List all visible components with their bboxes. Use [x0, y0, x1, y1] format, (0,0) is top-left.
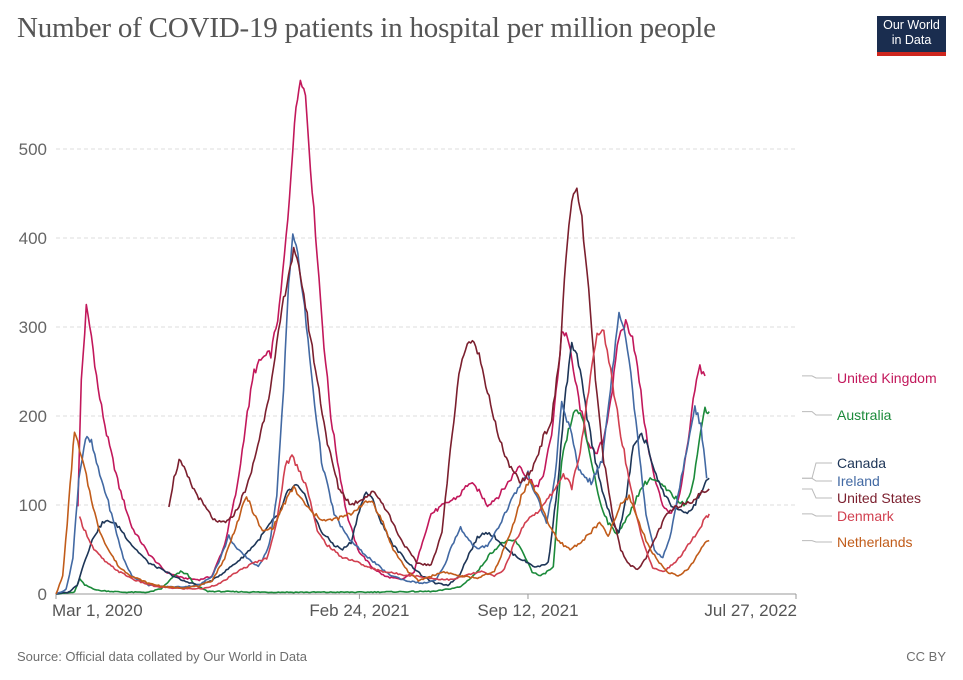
y-tick-label: 100 — [19, 496, 47, 515]
y-tick-label: 400 — [19, 229, 47, 248]
legend-label-australia[interactable]: Australia — [837, 407, 892, 423]
chart-title: Number of COVID-19 patients in hospital … — [17, 12, 716, 44]
legend-label-canada[interactable]: Canada — [837, 455, 886, 471]
logo-text-line2: in Data — [891, 33, 932, 47]
gridlines — [56, 148, 796, 506]
series-line-united-states[interactable] — [168, 187, 710, 571]
logo-text-line1: Our World — [883, 18, 940, 32]
legend-connector — [802, 488, 832, 499]
legend-connector — [802, 540, 832, 543]
x-axis: Mar 1, 2020 Feb 24, 2021 Sep 12, 2021 Jul 2… — [52, 593, 797, 620]
series-line-denmark[interactable] — [78, 329, 710, 590]
y-tick-label: 0 — [38, 585, 47, 604]
source-note: Source: Official data collated by Our Wo… — [17, 649, 307, 664]
series-line-united-kingdom[interactable] — [77, 79, 706, 582]
logo-red-bar — [877, 52, 946, 56]
legend-label-united-states[interactable]: United States — [837, 490, 921, 506]
y-tick-label: 300 — [19, 318, 47, 337]
y-tick-label: 500 — [19, 140, 47, 159]
x-tick-label: Sep 12, 2021 — [477, 601, 578, 620]
legend-label-ireland[interactable]: Ireland — [837, 473, 880, 489]
legend-label-netherlands[interactable]: Netherlands — [837, 534, 913, 550]
owid-logo[interactable]: Our World in Data — [877, 16, 946, 56]
license-link[interactable]: CC BY — [906, 649, 946, 664]
legend-connector — [802, 411, 832, 416]
legend-connector — [802, 513, 832, 517]
x-tick-label: Feb 24, 2021 — [309, 601, 409, 620]
series-line-australia[interactable] — [56, 406, 710, 595]
x-tick-label: Jul 27, 2022 — [704, 601, 797, 620]
legend-connector — [802, 375, 832, 379]
legend-connector — [802, 477, 832, 482]
legend-connector — [802, 462, 832, 479]
legend: United Kingdom Australia Canada IrelandUnit… — [802, 370, 937, 550]
legend-label-denmark[interactable]: Denmark — [837, 508, 895, 524]
series-line-netherlands[interactable] — [55, 431, 710, 595]
y-tick-label: 200 — [19, 407, 47, 426]
series-lines — [55, 79, 710, 595]
y-axis-ticks: 0 100 200 300 400 500 — [19, 140, 47, 604]
x-tick-label: Mar 1, 2020 — [52, 601, 143, 620]
legend-label-united-kingdom[interactable]: United Kingdom — [837, 370, 937, 386]
